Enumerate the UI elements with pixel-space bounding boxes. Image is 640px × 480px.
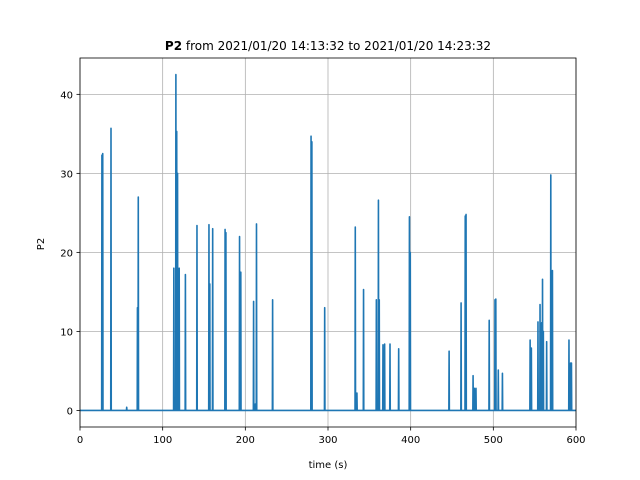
series-line-p2 — [80, 73, 576, 412]
chart-title-bold: P2 — [165, 39, 182, 53]
axes: 0 100 200 300 400 500 600 0 10 20 30 40 — [60, 57, 586, 446]
y-axis-label: P2 — [36, 238, 47, 250]
y-tick-label: 0 — [67, 406, 73, 417]
chart-title: P2 from 2021/01/20 14:13:32 to 2021/01/2… — [165, 39, 491, 53]
x-tick-label: 500 — [484, 435, 503, 446]
y-tick-label: 30 — [60, 169, 73, 180]
x-tick-label: 400 — [401, 435, 420, 446]
x-tick-label: 600 — [566, 435, 585, 446]
plot-area — [80, 73, 576, 412]
y-tick-label: 10 — [60, 327, 73, 338]
y-tick-label: 20 — [60, 248, 73, 259]
x-tick-label: 300 — [318, 435, 337, 446]
x-axis-label: time (s) — [309, 460, 348, 471]
y-tick-label: 40 — [60, 90, 73, 101]
x-tick-label: 0 — [77, 435, 83, 446]
chart-title-rest: from 2021/01/20 14:13:32 to 2021/01/20 1… — [182, 39, 491, 53]
x-tick-label: 100 — [153, 435, 172, 446]
x-tick-label: 200 — [236, 435, 255, 446]
